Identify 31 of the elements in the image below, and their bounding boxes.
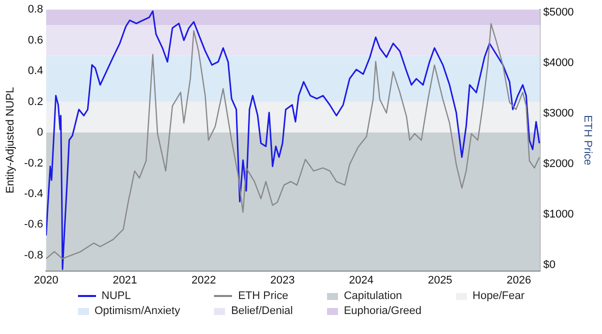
y2-tick-label: $3000 — [543, 108, 574, 120]
y-tick-label: -0.2 — [24, 157, 44, 170]
y-tick-label: 0.8 — [28, 4, 44, 16]
y2-tick-label: $0 — [543, 258, 556, 271]
legend-label: NUPL — [102, 290, 131, 302]
legend-label: Euphoria/Greed — [344, 305, 422, 317]
y-tick-label: 0.6 — [28, 34, 44, 46]
y-tick-label: -0.8 — [24, 249, 44, 262]
y2-tick-label: $5000 — [543, 6, 574, 19]
legend-label: ETH Price — [238, 290, 288, 302]
legend-label: Hope/Fear — [472, 290, 524, 302]
y2-tick-label: $1000 — [543, 208, 574, 220]
y-axis-title: Entity-Adjusted NUPL — [4, 87, 17, 194]
x-tick-label: 2020 — [34, 274, 58, 286]
x-tick-label: 2023 — [270, 274, 295, 286]
legend-label: Optimism/Anxiety — [94, 305, 180, 317]
y2-tick-label: $4000 — [543, 57, 574, 70]
x-tick-label: 2024 — [349, 274, 374, 286]
x-tick-label: 2026 — [506, 274, 532, 286]
y-tick-label: 0 — [37, 126, 44, 139]
y2-axis-title: ETH Price — [581, 115, 594, 166]
y-tick-label: -0.4 — [24, 188, 44, 200]
legend-label: Belief/Denial — [231, 305, 293, 317]
y-tick-label: 0.2 — [28, 96, 44, 108]
y2-tick-label: $2000 — [543, 158, 574, 170]
x-tick-label: 2022 — [191, 274, 216, 286]
y-tick-label: -0.6 — [24, 218, 44, 231]
x-tick-label: 2021 — [112, 274, 138, 286]
x-tick-label: 2025 — [428, 274, 452, 286]
y-tick-label: 0.4 — [28, 65, 44, 78]
legend-label: Capitulation — [344, 290, 402, 302]
